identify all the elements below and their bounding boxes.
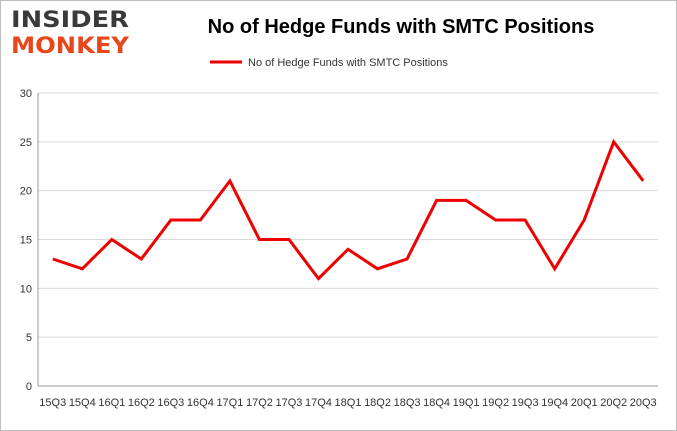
- y-tick-label: 15: [20, 235, 32, 247]
- x-tick-label: 20Q1: [571, 397, 598, 409]
- x-tick-label: 15Q4: [69, 397, 96, 409]
- logo-line-insider: INSIDER: [11, 8, 129, 33]
- x-tick-label: 18Q3: [394, 397, 421, 409]
- y-tick-label: 30: [20, 88, 32, 100]
- axes: [37, 93, 658, 387]
- x-tick-label: 20Q2: [600, 397, 627, 409]
- x-tick-label: 19Q2: [482, 397, 509, 409]
- x-tick-label: 20Q3: [630, 397, 657, 409]
- x-tick-labels: 15Q3 15Q4 16Q1 16Q2 16Q3 16Q4 17Q1 17Q2 17Q3 17Q4…: [39, 397, 656, 409]
- x-tick-label: 16Q4: [187, 397, 214, 409]
- series-layer: [52, 138, 645, 281]
- x-tick-label: 18Q2: [364, 397, 391, 409]
- y-tick-label: 20: [20, 186, 32, 198]
- legend: No of Hedge Funds with SMTC Positions: [210, 57, 448, 69]
- legend-label: No of Hedge Funds with SMTC Positions: [248, 57, 448, 69]
- gridlines: [38, 92, 658, 338]
- x-tick-label: 19Q4: [541, 397, 568, 409]
- x-tick-label: 16Q3: [157, 397, 184, 409]
- x-tick-label: 17Q3: [275, 397, 302, 409]
- y-tick-label: 25: [20, 137, 32, 149]
- insider-monkey-logo: INSIDER MONKEY: [11, 8, 129, 57]
- logo-line-monkey: MONKEY: [11, 34, 129, 57]
- x-tick-label: 15Q3: [39, 397, 66, 409]
- x-tick-label: 16Q2: [128, 397, 155, 409]
- y-tick-label: 5: [26, 332, 32, 344]
- x-tick-label: 19Q3: [512, 397, 539, 409]
- x-tick-label: 18Q4: [423, 397, 450, 409]
- x-tick-label: 17Q1: [216, 397, 243, 409]
- series-line: [52, 138, 645, 281]
- x-tick-label: 18Q1: [335, 397, 362, 409]
- x-tick-label: 16Q1: [98, 397, 125, 409]
- y-tick-label: 10: [20, 283, 32, 295]
- y-tick-labels: 0 5 10 15 20 25 30: [20, 88, 32, 393]
- x-tick-label: 17Q4: [305, 397, 332, 409]
- y-tick-label: 0: [26, 381, 32, 393]
- chart-title: No of Hedge Funds with SMTC Positions: [207, 16, 595, 38]
- x-tick-label: 19Q1: [453, 397, 480, 409]
- x-tick-label: 17Q2: [246, 397, 273, 409]
